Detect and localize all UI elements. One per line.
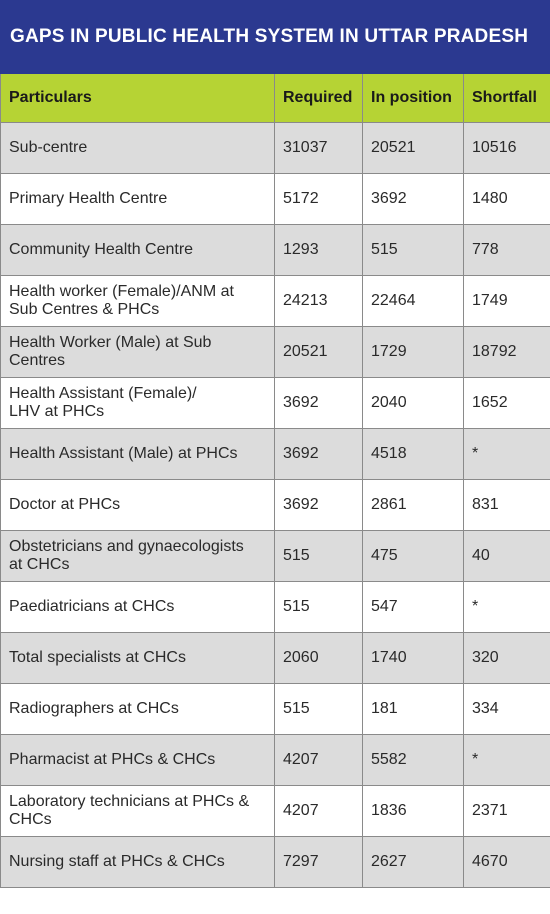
table-row: Health Assistant (Male) at PHCs 3692 4518 * bbox=[0, 428, 550, 480]
cell-in-position: 5582 bbox=[362, 734, 464, 786]
cell-required: 24213 bbox=[274, 275, 363, 327]
cell-particulars: Radiographers at CHCs bbox=[0, 683, 275, 735]
cell-particulars: Health worker (Female)/ANM at Sub Centres… bbox=[0, 275, 275, 327]
table-row: Health Assistant (Female)/LHV at PHCs 369… bbox=[0, 377, 550, 429]
table-row: Community Health Centre 1293 515 778 bbox=[0, 224, 550, 276]
health-gaps-table: Particulars Required In position Shortfa… bbox=[0, 74, 550, 888]
cell-shortfall: 18792 bbox=[463, 326, 550, 378]
header-row: Particulars Required In position Shortfa… bbox=[0, 74, 550, 123]
cell-particulars: Primary Health Centre bbox=[0, 173, 275, 225]
cell-particulars: Health Assistant (Female)/LHV at PHCs bbox=[0, 377, 275, 429]
cell-in-position: 2861 bbox=[362, 479, 464, 531]
cell-shortfall: 10516 bbox=[463, 122, 550, 174]
table-row: Sub-centre 31037 20521 10516 bbox=[0, 122, 550, 174]
cell-particulars: Obstetricians and gynaecologists at CHCs bbox=[0, 530, 275, 582]
table-row: Paediatricians at CHCs 515 547 * bbox=[0, 581, 550, 633]
cell-required: 4207 bbox=[274, 734, 363, 786]
header-required: Required bbox=[274, 74, 363, 123]
cell-required: 5172 bbox=[274, 173, 363, 225]
cell-required: 20521 bbox=[274, 326, 363, 378]
cell-shortfall: 320 bbox=[463, 632, 550, 684]
cell-in-position: 20521 bbox=[362, 122, 464, 174]
cell-shortfall: * bbox=[463, 428, 550, 480]
table-row: Laboratory technicians at PHCs & CHCs 4207… bbox=[0, 785, 550, 837]
cell-in-position: 515 bbox=[362, 224, 464, 276]
cell-shortfall: 831 bbox=[463, 479, 550, 531]
cell-particulars: Pharmacist at PHCs & CHCs bbox=[0, 734, 275, 786]
cell-required: 1293 bbox=[274, 224, 363, 276]
cell-in-position: 22464 bbox=[362, 275, 464, 327]
header-shortfall: Shortfall bbox=[463, 74, 550, 123]
cell-in-position: 475 bbox=[362, 530, 464, 582]
table-title: GAPS IN PUBLIC HEALTH SYSTEM IN UTTAR PR… bbox=[0, 0, 550, 74]
table-row: Primary Health Centre 5172 3692 1480 bbox=[0, 173, 550, 225]
cell-required: 7297 bbox=[274, 836, 363, 888]
cell-in-position: 4518 bbox=[362, 428, 464, 480]
cell-required: 3692 bbox=[274, 377, 363, 429]
cell-particulars: Health Worker (Male) at Sub Centres bbox=[0, 326, 275, 378]
cell-required: 515 bbox=[274, 581, 363, 633]
cell-particulars: Community Health Centre bbox=[0, 224, 275, 276]
table-row: Health Worker (Male) at Sub Centres 20521… bbox=[0, 326, 550, 378]
cell-in-position: 2627 bbox=[362, 836, 464, 888]
cell-shortfall: 334 bbox=[463, 683, 550, 735]
cell-shortfall: 2371 bbox=[463, 785, 550, 837]
cell-required: 3692 bbox=[274, 479, 363, 531]
table-row: Radiographers at CHCs 515 181 334 bbox=[0, 683, 550, 735]
table-row: Pharmacist at PHCs & CHCs 4207 5582 * bbox=[0, 734, 550, 786]
cell-in-position: 181 bbox=[362, 683, 464, 735]
cell-in-position: 1836 bbox=[362, 785, 464, 837]
table-body: Sub-centre 31037 20521 10516 Primary Health … bbox=[0, 122, 550, 888]
cell-shortfall: 1749 bbox=[463, 275, 550, 327]
cell-in-position: 547 bbox=[362, 581, 464, 633]
cell-in-position: 1740 bbox=[362, 632, 464, 684]
table-row: Obstetricians and gynaecologists at CHCs 5… bbox=[0, 530, 550, 582]
table-row: Doctor at PHCs 3692 2861 831 bbox=[0, 479, 550, 531]
cell-particulars: Doctor at PHCs bbox=[0, 479, 275, 531]
header-particulars: Particulars bbox=[0, 74, 275, 123]
table-header: Particulars Required In position Shortfa… bbox=[0, 74, 550, 123]
cell-particulars: Paediatricians at CHCs bbox=[0, 581, 275, 633]
table-row: Total specialists at CHCs 2060 1740 320 bbox=[0, 632, 550, 684]
cell-in-position: 1729 bbox=[362, 326, 464, 378]
cell-particulars: Sub-centre bbox=[0, 122, 275, 174]
cell-particulars: Nursing staff at PHCs & CHCs bbox=[0, 836, 275, 888]
cell-shortfall: 1480 bbox=[463, 173, 550, 225]
cell-required: 4207 bbox=[274, 785, 363, 837]
cell-required: 2060 bbox=[274, 632, 363, 684]
cell-shortfall: 4670 bbox=[463, 836, 550, 888]
cell-in-position: 2040 bbox=[362, 377, 464, 429]
cell-in-position: 3692 bbox=[362, 173, 464, 225]
cell-particulars: Health Assistant (Male) at PHCs bbox=[0, 428, 275, 480]
cell-required: 31037 bbox=[274, 122, 363, 174]
cell-particulars: Total specialists at CHCs bbox=[0, 632, 275, 684]
table-row: Nursing staff at PHCs & CHCs 7297 2627 4670 bbox=[0, 836, 550, 888]
cell-particulars: Laboratory technicians at PHCs & CHCs bbox=[0, 785, 275, 837]
cell-shortfall: * bbox=[463, 581, 550, 633]
cell-shortfall: 40 bbox=[463, 530, 550, 582]
header-in-position: In position bbox=[362, 74, 464, 123]
cell-shortfall: 1652 bbox=[463, 377, 550, 429]
cell-required: 515 bbox=[274, 683, 363, 735]
table-row: Health worker (Female)/ANM at Sub Centres… bbox=[0, 275, 550, 327]
cell-shortfall: * bbox=[463, 734, 550, 786]
cell-required: 3692 bbox=[274, 428, 363, 480]
cell-required: 515 bbox=[274, 530, 363, 582]
cell-shortfall: 778 bbox=[463, 224, 550, 276]
